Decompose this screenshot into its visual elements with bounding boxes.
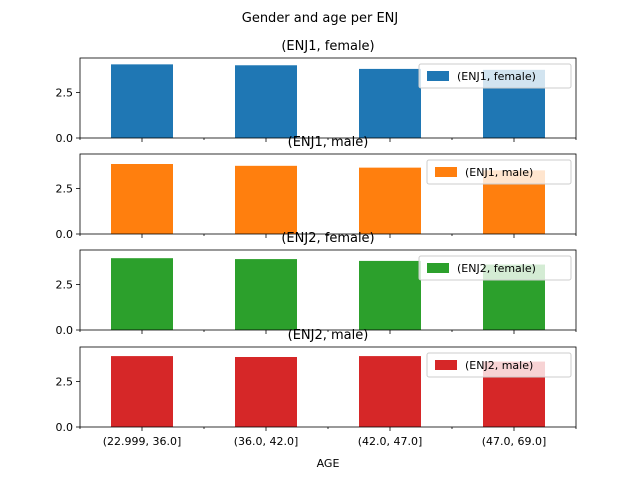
bar — [359, 167, 421, 234]
subplot-title: (ENJ1, male) — [288, 135, 369, 150]
subplot-3: 0.0 2.5 (ENJ2, female) (ENJ2, female) — [56, 231, 577, 337]
bar — [359, 68, 421, 138]
x-tick-label: (42.0, 47.0] — [358, 435, 423, 448]
bar — [235, 165, 297, 234]
x-tick-label: (36.0, 42.0] — [234, 435, 299, 448]
legend-box — [426, 159, 572, 185]
subplot-title: (ENJ2, male) — [288, 328, 369, 343]
bar — [235, 65, 297, 138]
y-tick-label: 0.0 — [56, 132, 74, 145]
x-tick-label: (22.999, 36.0] — [103, 435, 182, 448]
legend-label: (ENJ1, female) — [457, 70, 536, 83]
y-tick-label: 2.5 — [56, 87, 74, 100]
bar — [235, 259, 297, 330]
legend-swatch — [427, 71, 449, 81]
bar — [111, 64, 173, 138]
legend-swatch — [435, 360, 457, 370]
bar — [111, 258, 173, 330]
bar — [111, 164, 173, 234]
legend-box — [426, 352, 572, 378]
chart-title: Gender and age per ENJ — [242, 11, 398, 26]
y-tick-label: 0.0 — [56, 228, 74, 241]
y-tick-label: 2.5 — [56, 279, 74, 292]
y-tick-label: 0.0 — [56, 421, 74, 434]
x-tick-label: (47.0, 69.0] — [482, 435, 547, 448]
legend-swatch — [435, 167, 457, 177]
subplots: 0.0 2.5 (ENJ1, female) (ENJ1, female) 0.0 2.5… — [56, 39, 577, 448]
legend-label: (ENJ2, male) — [465, 359, 533, 372]
legend-swatch — [427, 263, 449, 273]
y-tick-label: 0.0 — [56, 324, 74, 337]
bar — [359, 356, 421, 427]
subplot-title: (ENJ1, female) — [281, 39, 374, 54]
y-tick-label: 2.5 — [56, 376, 74, 389]
legend-box — [418, 63, 572, 89]
bar — [235, 357, 297, 427]
bar — [111, 356, 173, 427]
x-axis-label: AGE — [317, 457, 340, 470]
legend-label: (ENJ2, female) — [457, 262, 536, 275]
legend-box — [418, 255, 572, 281]
legend-label: (ENJ1, male) — [465, 166, 533, 179]
bar — [359, 260, 421, 330]
subplot-4: 0.0 2.5 (ENJ2, male) (ENJ2, male) (22.999, 3… — [56, 328, 577, 448]
subplot-1: 0.0 2.5 (ENJ1, female) (ENJ1, female) — [56, 39, 577, 145]
subplot-2: 0.0 2.5 (ENJ1, male) (ENJ1, male) — [56, 135, 577, 241]
y-tick-label: 2.5 — [56, 183, 74, 196]
subplot-title: (ENJ2, female) — [281, 231, 374, 246]
